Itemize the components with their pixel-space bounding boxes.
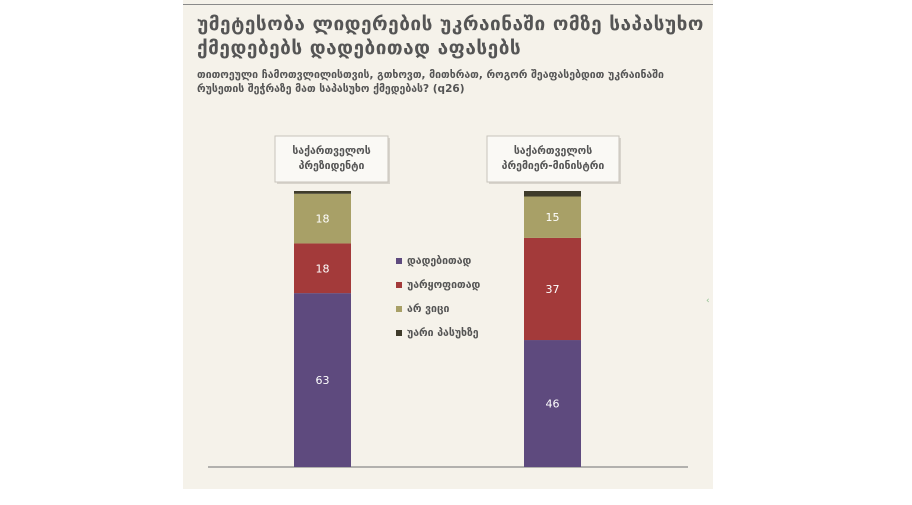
chart-subtitle: თითოეული ჩამოთვლილისთვის, გთხოვთ, მითხრა… <box>197 69 664 95</box>
legend-swatch <box>396 330 402 336</box>
value-label: 63 <box>316 374 330 387</box>
legend-swatch <box>396 258 402 264</box>
chart-title: უმეტესობა ლიდერების უკრაინაში ომზე საპას… <box>197 13 704 59</box>
chart-panel: უმეტესობა ლიდერების უკრაინაში ომზე საპას… <box>183 0 713 489</box>
legend-swatch <box>396 306 402 312</box>
bar-segment <box>524 191 581 197</box>
category-label: საქართველოს <box>292 145 370 157</box>
bar-segment <box>524 237 581 341</box>
category-label-box <box>274 135 389 183</box>
value-label: 18 <box>316 213 330 226</box>
bar-segment <box>294 191 351 194</box>
legend-swatch <box>396 282 402 288</box>
bar-segment <box>294 193 351 244</box>
category-label: პრემიერ-მინისტრი <box>502 160 605 172</box>
value-label: 18 <box>316 262 330 275</box>
bar-segment <box>294 293 351 467</box>
legend-label: დადებითად <box>407 255 472 267</box>
value-label: 46 <box>546 398 560 411</box>
category-label: პრეზიდენტი <box>299 160 365 172</box>
category-label: საქართველოს <box>514 145 592 157</box>
bar-segment <box>294 243 351 294</box>
value-label: 15 <box>546 211 560 224</box>
category-label-box <box>486 135 620 183</box>
top-rule <box>183 4 713 5</box>
value-label: 37 <box>546 283 560 296</box>
stacked-bar-chart: საქართველოს პრეზიდენტი 63 18 18 საქართველოს პრ… <box>208 135 688 468</box>
legend-label: უარი პასუხზე <box>407 327 479 339</box>
edge-mark: ‹ <box>706 296 710 306</box>
bar-segment <box>524 340 581 467</box>
legend-label: არ ვიცი <box>407 303 449 315</box>
legend-label: უარყოფითად <box>407 279 481 291</box>
bar-segment <box>524 196 581 238</box>
